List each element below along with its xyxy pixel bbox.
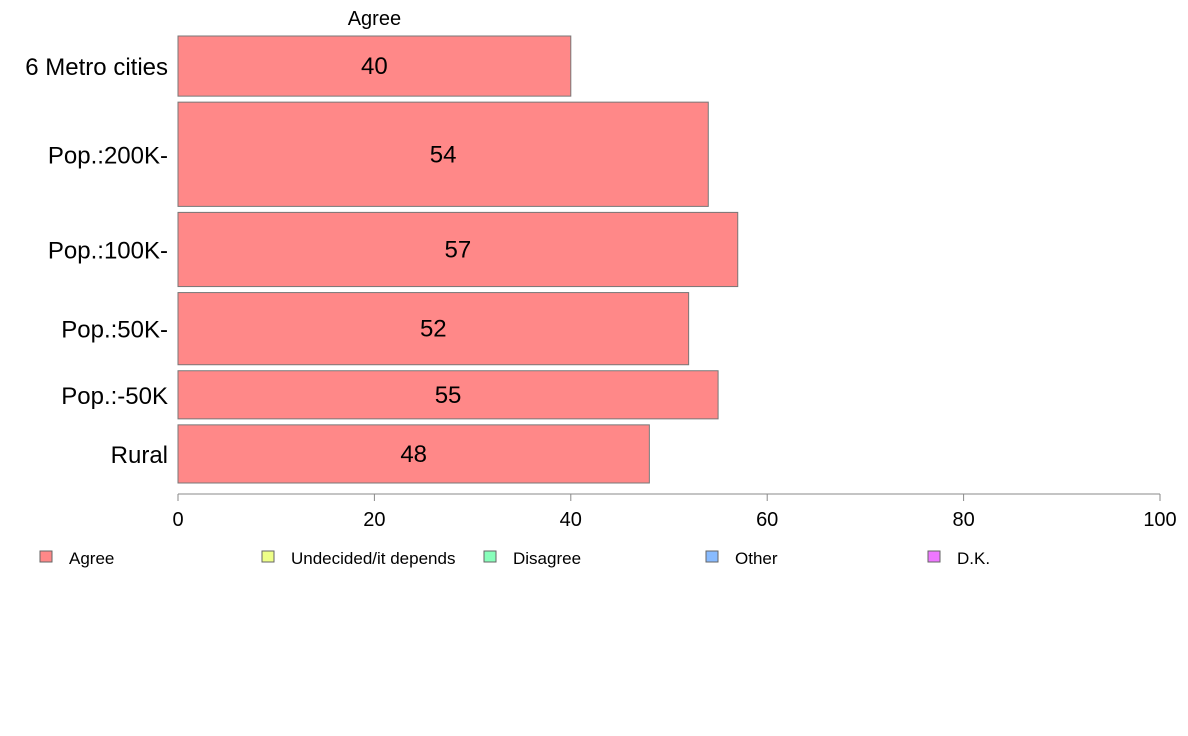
category-label: Pop.:200K- [48, 142, 168, 169]
x-tick-label: 20 [363, 509, 385, 531]
bar-value-label: 54 [430, 141, 457, 168]
legend-swatch [261, 550, 275, 563]
category-label: Pop.:100K- [48, 237, 168, 264]
legend-swatch [705, 550, 719, 563]
legend-swatch [483, 550, 497, 563]
bar-value-label: 48 [400, 441, 427, 468]
x-axis: 0 20 40 60 80 100 [172, 493, 1177, 531]
x-tick-label: 100 [1143, 509, 1176, 531]
legend-swatch [927, 550, 941, 563]
series-header-label: Agree [348, 8, 401, 30]
bar-agree-2 [177, 211, 739, 288]
category-label: 6 Metro cities [25, 54, 168, 81]
bar-value-label: 52 [420, 316, 447, 343]
legend-label: Disagree [513, 549, 581, 568]
legend-label: D.K. [957, 549, 990, 568]
legend-label: Other [735, 549, 778, 568]
bar-value-label: 40 [361, 53, 388, 80]
bars-group: 40 54 57 52 55 48 [177, 35, 739, 484]
bar-agree-5 [177, 424, 650, 484]
bar-value-label: 55 [435, 382, 462, 409]
category-label: Pop.:-50K [61, 383, 168, 410]
x-tick-label: 40 [560, 509, 582, 531]
bar-agree-4 [177, 370, 719, 420]
bar-agree-1 [177, 101, 709, 207]
legend-label: Undecided/it depends [291, 549, 455, 568]
bar-agree-0 [177, 35, 572, 97]
category-labels-group: 6 Metro cities Pop.:200K- Pop.:100K- Pop.:5… [25, 54, 168, 469]
x-tick-label: 0 [172, 509, 183, 531]
legend-label: Agree [69, 549, 114, 568]
category-label: Rural [111, 442, 168, 469]
bar-value-label: 57 [445, 236, 472, 263]
category-label: Pop.:50K- [61, 317, 168, 344]
legend: Agree Undecided/it depends Disagree Other D.… [39, 549, 990, 568]
bar-agree-3 [177, 292, 690, 366]
x-tick-label: 60 [756, 509, 778, 531]
x-tick-label: 80 [952, 509, 974, 531]
legend-swatch [39, 550, 53, 563]
